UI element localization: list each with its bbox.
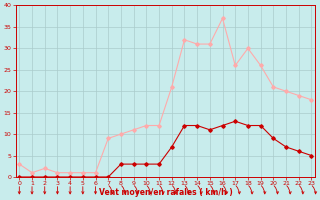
X-axis label: Vent moyen/en rafales ( km/h ): Vent moyen/en rafales ( km/h ) [99,188,232,197]
